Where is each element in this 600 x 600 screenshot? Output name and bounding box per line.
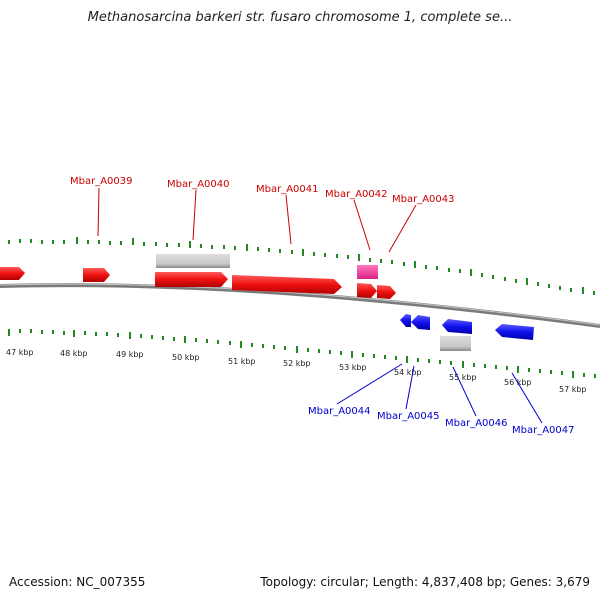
kbp-label: 54 kbp xyxy=(394,368,422,377)
kbp-label: 50 kbp xyxy=(172,353,200,362)
pseudogene-bar[interactable] xyxy=(156,254,230,268)
pseudogene-bar[interactable] xyxy=(440,336,471,351)
kbp-label: 49 kbp xyxy=(116,350,144,359)
gene-arrow[interactable] xyxy=(442,319,472,334)
reverse-label-leaders xyxy=(336,363,543,424)
gene-label-mbar-a0046[interactable]: Mbar_A0046 xyxy=(445,418,508,429)
forward-gene-labels: Mbar_A0039 Mbar_A0040 Mbar_A0041 Mbar_A0… xyxy=(70,176,455,205)
accession-text: Accession: NC_007355 xyxy=(9,575,146,589)
gene-arrow[interactable] xyxy=(232,275,342,294)
gene-label-mbar-a0043[interactable]: Mbar_A0043 xyxy=(392,194,455,205)
reverse-gene-labels: Mbar_A0044 Mbar_A0045 Mbar_A0046 Mbar_A0… xyxy=(308,406,575,436)
lower-tick-ring xyxy=(8,329,596,378)
kbp-label: 55 kbp xyxy=(449,373,477,382)
kbp-label: 52 kbp xyxy=(283,359,311,368)
rna-gene[interactable] xyxy=(357,265,378,279)
gene-arrow[interactable] xyxy=(0,267,25,280)
gene-arrow[interactable] xyxy=(495,324,534,340)
gene-label-mbar-a0039[interactable]: Mbar_A0039 xyxy=(70,176,133,187)
gene-arrow[interactable] xyxy=(357,283,377,298)
gene-label-mbar-a0047[interactable]: Mbar_A0047 xyxy=(512,425,575,436)
kbp-scale: 47 kbp 48 kbp 49 kbp 50 kbp 51 kbp 52 kb… xyxy=(6,348,587,394)
kbp-label: 57 kbp xyxy=(559,385,587,394)
gene-arrow[interactable] xyxy=(83,268,110,282)
map-title: Methanosarcina barkeri str. fusaro chrom… xyxy=(87,10,513,25)
forward-label-leaders xyxy=(97,187,417,253)
chromosome-backbone xyxy=(0,283,600,328)
gene-label-mbar-a0044[interactable]: Mbar_A0044 xyxy=(308,406,371,417)
topology-summary-text: Topology: circular; Length: 4,837,408 bp… xyxy=(260,575,590,589)
upper-tick-ring xyxy=(8,237,595,295)
kbp-label: 53 kbp xyxy=(339,363,367,372)
gene-arrow[interactable] xyxy=(155,272,228,287)
reverse-genes xyxy=(400,314,534,351)
gene-arrow[interactable] xyxy=(411,315,430,330)
gene-label-mbar-a0041[interactable]: Mbar_A0041 xyxy=(256,184,319,195)
gene-arrow[interactable] xyxy=(377,285,396,299)
gene-label-mbar-a0045[interactable]: Mbar_A0045 xyxy=(377,411,440,422)
kbp-label: 47 kbp xyxy=(6,348,34,357)
gene-label-mbar-a0042[interactable]: Mbar_A0042 xyxy=(325,189,388,200)
gene-arrow[interactable] xyxy=(400,314,411,327)
kbp-label: 48 kbp xyxy=(60,349,88,358)
forward-genes xyxy=(0,254,396,299)
gene-label-mbar-a0040[interactable]: Mbar_A0040 xyxy=(167,179,230,190)
kbp-label: 51 kbp xyxy=(228,357,256,366)
